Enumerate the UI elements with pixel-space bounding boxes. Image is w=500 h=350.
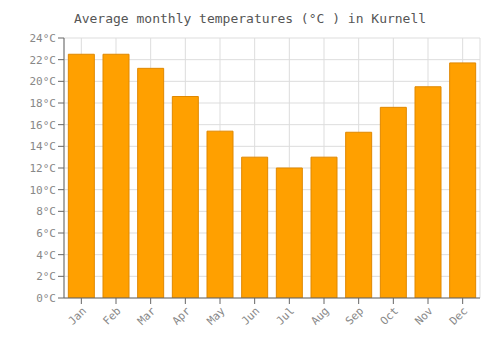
svg-text:Sep: Sep <box>343 304 366 327</box>
svg-text:22°C: 22°C <box>30 54 57 67</box>
svg-text:18°C: 18°C <box>30 97 57 110</box>
svg-text:14°C: 14°C <box>30 140 57 153</box>
svg-text:16°C: 16°C <box>30 119 57 132</box>
svg-text:Mar: Mar <box>135 304 159 328</box>
svg-text:May: May <box>204 304 228 328</box>
svg-text:2°C: 2°C <box>36 270 56 283</box>
svg-text:4°C: 4°C <box>36 249 56 262</box>
svg-text:Jul: Jul <box>274 304 297 327</box>
html-text:Average monthly temperatures (: Average monthly temperatures (°C ) in Ku… <box>73 11 427 26</box>
svg-text:6°C: 6°C <box>36 227 56 240</box>
svg-text:0°C: 0°C <box>36 292 56 305</box>
svg-text:Nov: Nov <box>412 304 436 328</box>
svg-text:Feb: Feb <box>100 304 123 327</box>
svg-text:Apr: Apr <box>170 304 194 328</box>
svg-text:24°C: 24°C <box>30 32 57 45</box>
svg-text:Dec: Dec <box>447 304 470 327</box>
svg-text:Jun: Jun <box>239 304 262 327</box>
svg-text:Jan: Jan <box>66 304 89 327</box>
svg-text:12°C: 12°C <box>30 162 57 175</box>
svg-text:8°C: 8°C <box>36 205 56 218</box>
svg-text:Oct: Oct <box>378 304 401 327</box>
svg-text:Aug: Aug <box>308 304 331 327</box>
svg-text:20°C: 20°C <box>30 75 57 88</box>
svg-text:10°C: 10°C <box>30 184 57 197</box>
